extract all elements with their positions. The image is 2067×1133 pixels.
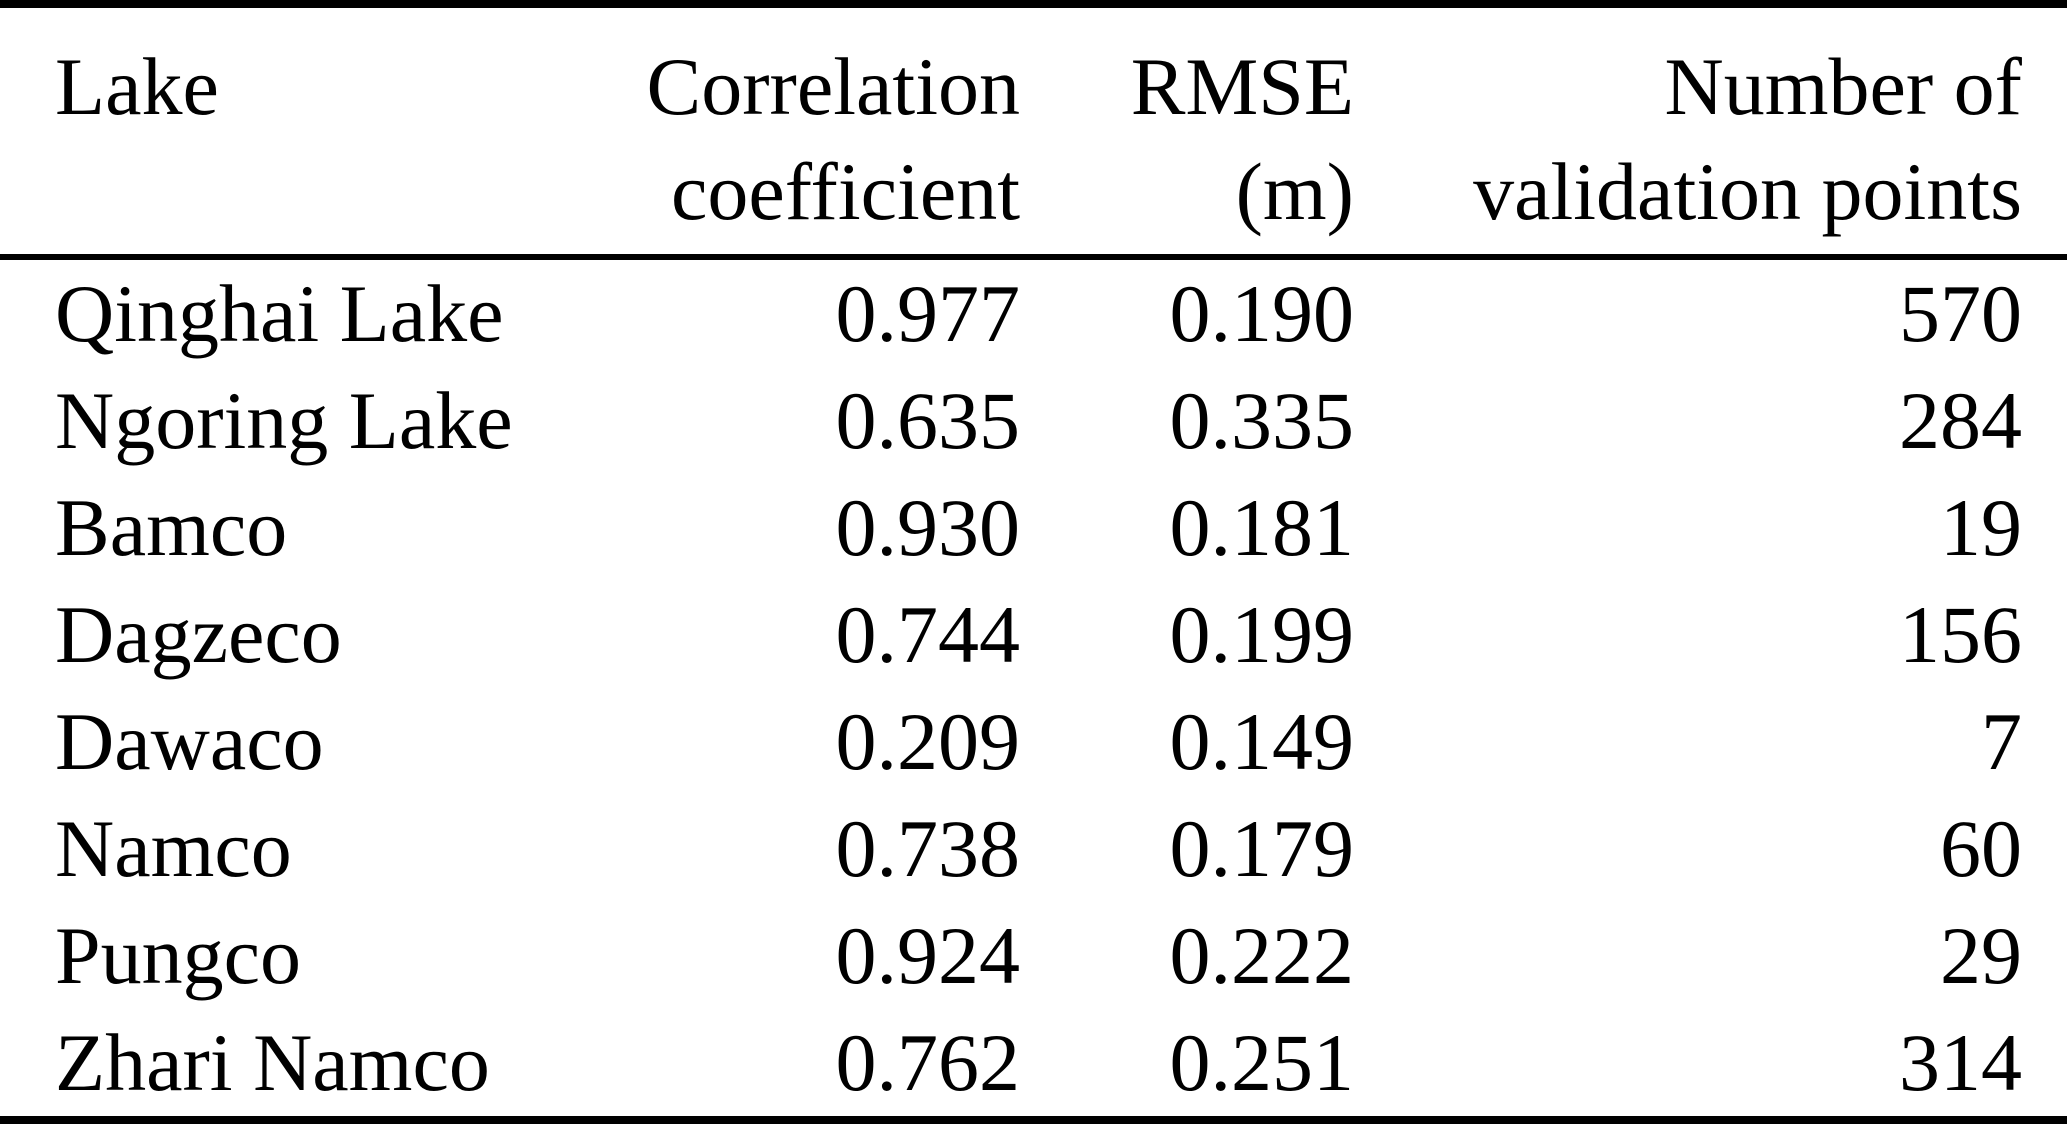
correlation-cell: 0.930	[835, 482, 1021, 573]
rmse-cell: 0.335	[1169, 375, 1355, 466]
lake-name-cell: Namco	[55, 803, 292, 894]
table-row: Zhari Namco 0.762 0.251 314	[0, 1009, 2067, 1120]
table-row: Dawaco 0.209 0.149 7	[0, 688, 2067, 795]
table-header-row: Lake Correlation coefficient RMSE (m) Nu…	[0, 4, 2067, 260]
rmse-cell: 0.181	[1169, 482, 1355, 573]
rmse-cell: 0.149	[1169, 696, 1355, 787]
validation-points-cell: 314	[1899, 1017, 2022, 1108]
correlation-cell: 0.977	[835, 268, 1021, 359]
lake-name-cell: Bamco	[55, 482, 288, 573]
lake-name-cell: Ngoring Lake	[55, 375, 513, 466]
table-row: Qinghai Lake 0.977 0.190 570	[0, 257, 2067, 367]
column-header-rmse-line2: (m)	[1235, 146, 1354, 237]
column-header-lake: Lake	[0, 4, 560, 260]
column-header-correlation-line1: Correlation	[646, 41, 1020, 132]
table-row: Namco 0.738 0.179 60	[0, 795, 2067, 902]
column-header-validation-points: Number of validation points	[1354, 4, 2067, 260]
correlation-cell: 0.924	[835, 910, 1021, 1001]
column-header-correlation: Correlation coefficient	[560, 4, 1020, 260]
table-row: Bamco 0.930 0.181 19	[0, 474, 2067, 581]
lake-name-cell: Zhari Namco	[55, 1017, 490, 1108]
column-header-validation-points-line1: Number of	[1664, 41, 2022, 132]
validation-points-cell: 570	[1899, 268, 2022, 359]
validation-points-cell: 284	[1899, 375, 2022, 466]
validation-points-cell: 7	[1981, 696, 2022, 787]
correlation-cell: 0.209	[835, 696, 1021, 787]
table-row: Dagzeco 0.744 0.199 156	[0, 581, 2067, 688]
rmse-cell: 0.179	[1169, 803, 1355, 894]
validation-points-cell: 156	[1899, 589, 2022, 680]
rmse-cell: 0.222	[1169, 910, 1355, 1001]
rmse-cell: 0.199	[1169, 589, 1355, 680]
column-header-validation-points-line2: validation points	[1473, 146, 2022, 237]
column-header-correlation-line2: coefficient	[670, 146, 1020, 237]
lake-name-cell: Pungco	[55, 910, 301, 1001]
correlation-cell: 0.738	[835, 803, 1021, 894]
column-header-lake-line1: Lake	[55, 41, 219, 132]
table-row: Ngoring Lake 0.635 0.335 284	[0, 367, 2067, 474]
column-header-rmse: RMSE (m)	[1020, 4, 1354, 260]
validation-points-cell: 60	[1940, 803, 2022, 894]
lake-name-cell: Qinghai Lake	[55, 268, 504, 359]
table-row: Pungco 0.924 0.222 29	[0, 902, 2067, 1009]
rmse-cell: 0.251	[1169, 1017, 1355, 1108]
validation-points-cell: 19	[1940, 482, 2022, 573]
column-header-rmse-line1: RMSE	[1130, 41, 1354, 132]
correlation-cell: 0.744	[835, 589, 1021, 680]
lake-name-cell: Dagzeco	[55, 589, 342, 680]
lake-name-cell: Dawaco	[55, 696, 324, 787]
rmse-cell: 0.190	[1169, 268, 1355, 359]
validation-points-cell: 29	[1940, 910, 2022, 1001]
correlation-cell: 0.762	[835, 1017, 1021, 1108]
correlation-cell: 0.635	[835, 375, 1021, 466]
